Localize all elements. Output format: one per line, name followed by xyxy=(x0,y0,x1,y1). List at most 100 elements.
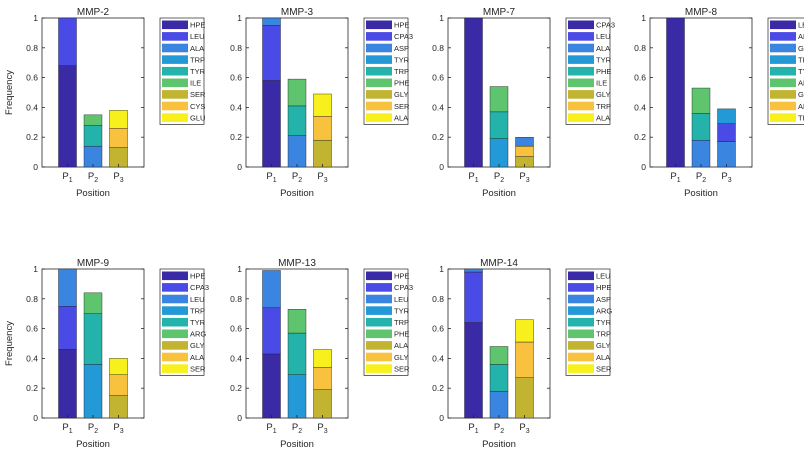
legend-swatch xyxy=(162,271,188,281)
y-tick-label: 0.8 xyxy=(230,43,242,53)
legend-label: SER xyxy=(394,364,410,373)
legend-swatch xyxy=(162,90,188,99)
legend: HPE CPA3 ASP TYR TRP PHE GLY SER ALA xyxy=(363,17,413,125)
legend-label: TYR xyxy=(596,318,612,327)
legend-swatch xyxy=(568,271,594,281)
legend-label: ILE xyxy=(596,79,607,88)
legend-label: GLY xyxy=(596,341,610,350)
bar-segment-p1-leu xyxy=(58,268,77,307)
legend-swatch xyxy=(162,32,188,41)
legend-swatch xyxy=(366,20,392,30)
legend: CPA3 LEU ALA TYR PHE ILE GLY TRP ALA xyxy=(565,17,615,125)
legend-label: ALA xyxy=(394,113,408,122)
bar-segment-p3-gly xyxy=(515,377,534,419)
legend: LEU ALA GLY TRP TYR ARG GLY ALA TRP xyxy=(767,17,804,125)
y-tick-label: 0 xyxy=(33,162,38,172)
x-tick-label: P3 xyxy=(113,171,123,184)
bar-segment-p2-trp xyxy=(287,332,307,375)
legend-swatch xyxy=(366,43,392,53)
bar-segment-p1-leu xyxy=(666,17,685,168)
bar-segment-p2-tyr xyxy=(489,138,509,168)
x-tick-label: P1 xyxy=(468,422,478,435)
legend-label: SER xyxy=(190,364,206,373)
bar-segment-p1-cpa3 xyxy=(262,307,281,355)
legend-label: HPE xyxy=(190,21,205,30)
legend-label: HPE xyxy=(596,283,611,292)
x-tick-label: P3 xyxy=(519,171,529,184)
bar-segment-p3-ala xyxy=(313,93,332,117)
bar-segment-p1-leu xyxy=(262,270,281,308)
y-tick-label: 0.4 xyxy=(26,353,38,363)
legend-swatch xyxy=(568,352,594,362)
legend-label: TYR xyxy=(596,55,612,64)
y-axis-label: Frequency xyxy=(4,321,15,366)
legend-swatch xyxy=(162,364,188,373)
legend-swatch xyxy=(366,66,392,76)
bar-segment-p3-ser xyxy=(515,319,534,343)
legend-swatch xyxy=(162,341,188,350)
x-tick-label: P2 xyxy=(88,422,98,435)
legend-label: ALA xyxy=(596,113,610,122)
legend-label: TYR xyxy=(190,318,206,327)
legend-label: ARG xyxy=(798,79,804,88)
legend-label: TYR xyxy=(394,55,410,64)
y-axis-label: Frequency xyxy=(4,70,15,115)
legend-label: ARG xyxy=(596,306,612,315)
bar-segment-p1-hpe xyxy=(58,65,77,168)
legend-label: ARG xyxy=(190,330,206,339)
y-tick-label: 0.6 xyxy=(230,73,242,83)
legend-label: LEU xyxy=(596,272,611,281)
y-tick-label: 0.2 xyxy=(432,383,444,393)
y-tick-label: 0.2 xyxy=(26,383,38,393)
y-tick-label: 1 xyxy=(237,13,242,23)
legend-label: ALA xyxy=(798,102,804,111)
legend-label: CPA3 xyxy=(190,283,209,292)
x-axis-label: Position xyxy=(280,188,314,199)
legend-label: TRP xyxy=(798,113,804,122)
chart-title: MMP-14 xyxy=(480,258,518,269)
legend-swatch xyxy=(770,90,796,99)
bar-segment-p3-cys xyxy=(109,128,128,148)
legend-swatch xyxy=(366,55,392,64)
x-axis-label: Position xyxy=(684,188,718,199)
x-tick-label: P2 xyxy=(88,171,98,184)
legend-label: ASP xyxy=(596,295,611,304)
bar-segment-p3-ala xyxy=(313,389,332,419)
legend-swatch xyxy=(770,113,796,122)
bar-segment-p2-gly xyxy=(691,139,711,168)
bar-segment-p2-trp xyxy=(83,364,103,419)
legend-swatch xyxy=(366,364,392,373)
legend-swatch xyxy=(770,101,796,111)
legend-swatch xyxy=(568,306,594,315)
bar-segment-p3-glu xyxy=(109,110,128,129)
legend-label: GLY xyxy=(596,90,610,99)
x-tick-label: P3 xyxy=(317,171,327,184)
legend-swatch xyxy=(162,43,188,53)
chart-title: MMP-3 xyxy=(281,7,314,18)
bar-segment-p1-hpe xyxy=(262,80,281,168)
y-tick-label: 0.8 xyxy=(634,43,646,53)
y-tick-label: 0.2 xyxy=(26,132,38,142)
legend-swatch xyxy=(162,329,188,339)
legend-swatch xyxy=(162,283,188,292)
legend-swatch xyxy=(770,78,796,88)
legend-swatch xyxy=(162,352,188,362)
legend-label: TYR xyxy=(394,306,410,315)
legend-swatch xyxy=(162,101,188,111)
x-axis-label: Position xyxy=(482,439,516,450)
legend-swatch xyxy=(770,55,796,64)
legend-swatch xyxy=(568,66,594,76)
legend-swatch xyxy=(770,20,796,30)
bar-segment-p2-ala xyxy=(83,145,103,168)
legend-label: TYR xyxy=(190,67,206,76)
bar-segment-p3-ser xyxy=(313,116,332,141)
legend-swatch xyxy=(568,317,594,327)
y-tick-label: 0.4 xyxy=(230,353,242,363)
legend-swatch xyxy=(366,90,392,99)
legend-label: LEU xyxy=(190,32,205,41)
bar-segment-p1-hpe xyxy=(262,353,281,419)
bar-segment-p1-cpa3 xyxy=(58,306,77,350)
legend-swatch xyxy=(162,20,188,30)
legend-label: CPA3 xyxy=(394,283,413,292)
